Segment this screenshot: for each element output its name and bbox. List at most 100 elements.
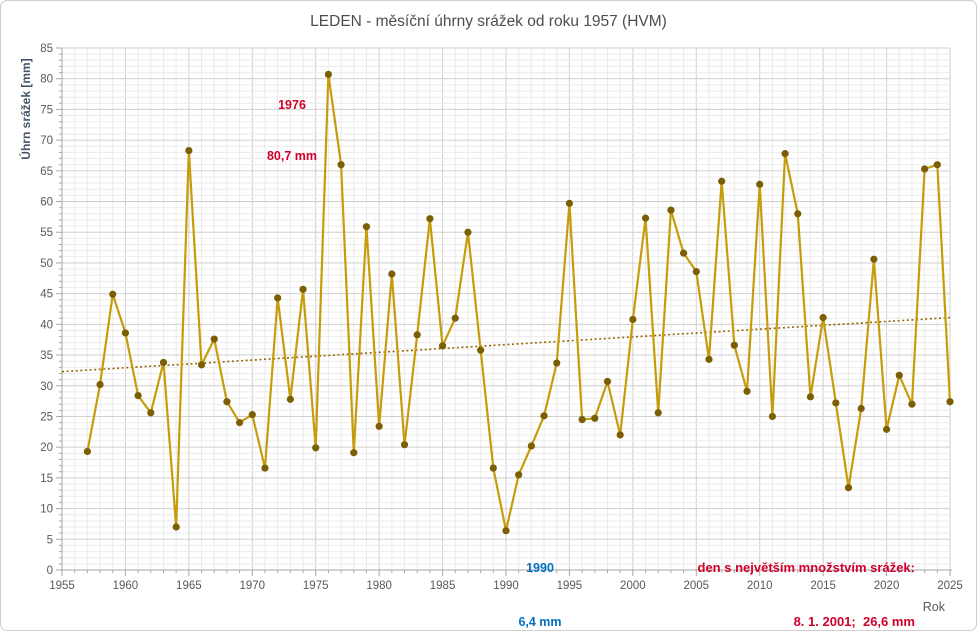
y-tick-label: 85: [40, 43, 53, 55]
data-point: [413, 331, 421, 339]
x-tick-label: 1955: [49, 580, 75, 592]
data-point: [921, 165, 929, 173]
x-tick-label: 1960: [113, 580, 139, 592]
data-point: [654, 409, 662, 417]
data-point: [832, 399, 840, 407]
x-axis-title: Rok: [922, 600, 945, 614]
data-point: [781, 150, 789, 158]
y-tick-label: 25: [40, 411, 53, 423]
data-point: [172, 523, 180, 531]
data-point: [946, 398, 954, 406]
axes: [56, 47, 952, 576]
annotation-min-year-value: 6,4 mm: [518, 615, 562, 629]
x-tick-label: 1975: [303, 580, 329, 592]
data-point: [299, 285, 307, 293]
annotation-max-year-label: 1976: [278, 98, 306, 112]
data-point: [730, 341, 738, 349]
data-point: [464, 228, 472, 236]
y-tick-label: 40: [40, 319, 53, 331]
data-point: [933, 161, 941, 169]
y-tick-label: 0: [47, 565, 53, 577]
data-point: [477, 346, 485, 354]
x-tick-label: 2000: [620, 580, 646, 592]
x-tick-label: 2005: [683, 580, 709, 592]
data-point: [857, 404, 865, 413]
data-point: [870, 255, 878, 263]
y-tick-label: 45: [40, 289, 53, 301]
data-point: [438, 342, 447, 350]
x-tick-label: 2025: [937, 580, 963, 592]
data-point: [388, 270, 396, 278]
x-tick-label: 2010: [747, 580, 773, 592]
data-point: [667, 206, 675, 214]
y-tick-labels: 0 5 10 15 20 25 30 35 40 45 50 55 60 65 70 75 80 85: [40, 43, 53, 577]
x-tick-labels: 1955 1960 1965 1970 1975 1980 1985 1990 1995 2000…: [49, 580, 963, 592]
data-point: [83, 447, 91, 456]
data-point: [502, 527, 510, 535]
data-point: [489, 464, 497, 472]
data-point: [96, 380, 104, 389]
data-point: [591, 414, 599, 422]
data-point: [223, 398, 231, 406]
data-point: [324, 70, 332, 79]
data-point: [261, 464, 269, 472]
annotation-max-year-value: 80,7 mm: [266, 149, 318, 163]
data-point: [312, 444, 320, 452]
data-point: [756, 180, 764, 188]
data-point: [692, 267, 700, 276]
y-tick-label: 65: [40, 166, 53, 178]
data-point: [286, 395, 294, 403]
y-tick-label: 70: [40, 135, 53, 147]
data-point: [844, 484, 853, 492]
data-point: [426, 215, 434, 223]
y-tick-label: 30: [40, 381, 53, 393]
annotation-max-year: 1976 80,7 mm: [253, 63, 331, 199]
data-point: [109, 290, 117, 298]
data-point: [743, 387, 751, 395]
data-point: [274, 294, 282, 302]
y-tick-label: 50: [40, 258, 53, 270]
data-point: [248, 411, 256, 419]
data-point: [540, 412, 548, 420]
data-point: [718, 177, 726, 185]
x-tick-label: 2020: [874, 580, 900, 592]
data-point: [236, 419, 244, 427]
data-point: [629, 315, 637, 324]
data-point: [768, 412, 777, 421]
y-tick-label: 55: [40, 227, 53, 239]
data-point: [527, 442, 535, 450]
data-point: [185, 146, 193, 155]
y-tick-label: 60: [40, 197, 53, 209]
annotation-max-day-value: 8. 1. 2001; 26,6 mm: [793, 614, 915, 629]
data-point: [197, 361, 206, 369]
data-point: [147, 409, 155, 417]
data-point: [819, 313, 827, 322]
data-point: [451, 314, 459, 322]
data-point: [908, 400, 916, 408]
y-tick-label: 5: [47, 534, 53, 546]
x-tick-label: 1985: [430, 580, 456, 592]
data-point: [210, 335, 218, 343]
y-tick-label: 35: [40, 350, 53, 362]
data-point: [565, 199, 574, 207]
data-point: [375, 422, 383, 430]
data-point: [121, 329, 130, 337]
data-point: [337, 161, 345, 169]
x-tick-label: 1995: [557, 580, 583, 592]
data-point: [362, 223, 371, 231]
data-point: [578, 415, 586, 424]
x-tick-label: 1970: [239, 580, 265, 592]
x-tick-label: 1990: [493, 580, 519, 592]
x-tick-label: 2015: [810, 580, 836, 592]
chart-title: LEDEN - měsíční úhrny srážek od roku 195…: [310, 13, 667, 30]
data-point: [895, 371, 903, 379]
data-point: [806, 393, 815, 401]
series-january-precipitation: [83, 70, 954, 535]
data-point: [616, 431, 624, 439]
annotation-max-day-label: den s největším množstvím srážek:: [697, 560, 915, 575]
y-axis-title: Úhrn srážek [mm]: [19, 58, 33, 160]
data-point: [400, 441, 409, 449]
y-tick-label: 15: [40, 473, 53, 485]
